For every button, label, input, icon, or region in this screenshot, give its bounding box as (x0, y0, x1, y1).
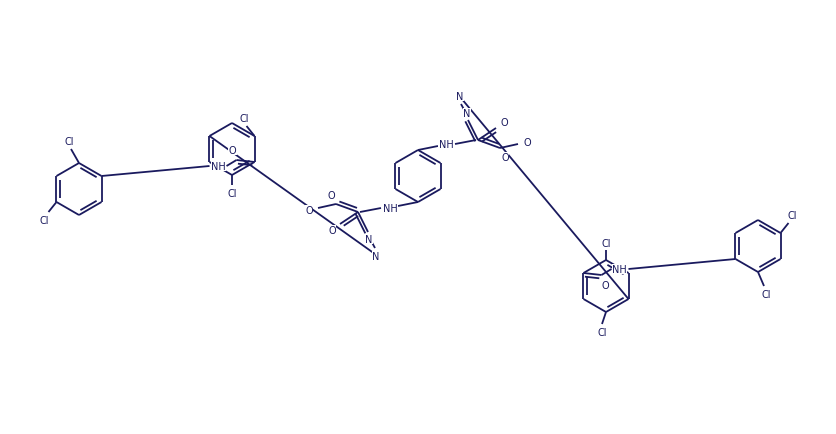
Text: NH: NH (611, 264, 626, 274)
Text: O: O (305, 206, 313, 216)
Text: Cl: Cl (760, 289, 770, 299)
Text: NH: NH (211, 161, 226, 171)
Text: Cl: Cl (239, 114, 249, 124)
Text: Cl: Cl (227, 188, 237, 198)
Text: Cl: Cl (597, 327, 606, 337)
Text: N: N (364, 234, 372, 244)
Text: NH: NH (382, 204, 397, 214)
Text: O: O (327, 191, 334, 201)
Text: O: O (522, 138, 530, 148)
Text: O: O (228, 146, 236, 156)
Text: N: N (463, 109, 470, 119)
Text: O: O (500, 118, 507, 128)
Text: Cl: Cl (600, 238, 610, 248)
Text: Cl: Cl (64, 137, 74, 147)
Text: O: O (501, 153, 508, 163)
Text: O: O (328, 226, 335, 236)
Text: N: N (456, 92, 463, 102)
Text: N: N (372, 251, 380, 261)
Text: NH: NH (438, 140, 453, 150)
Text: O: O (601, 280, 609, 290)
Text: Cl: Cl (787, 210, 797, 220)
Text: Cl: Cl (39, 216, 49, 226)
